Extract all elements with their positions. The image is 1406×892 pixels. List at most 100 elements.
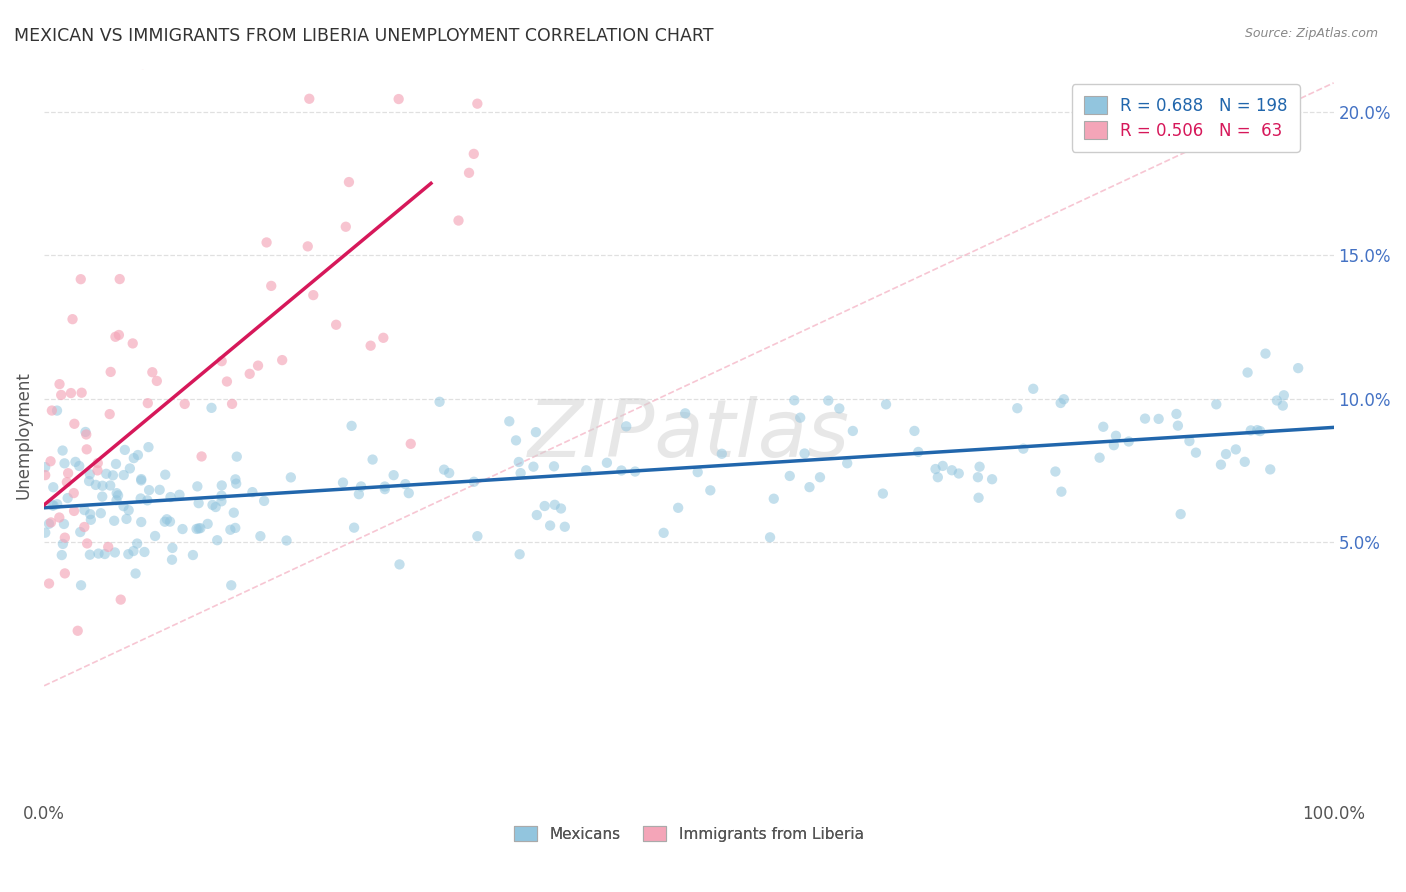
Point: [149, 483, 172, 497]
Point: [1272, 388, 1295, 402]
Point: [1178, 434, 1201, 448]
Point: [981, 472, 1004, 486]
Text: Source: ZipAtlas.com: Source: ZipAtlas.com: [1244, 27, 1378, 40]
Point: [159, 490, 181, 504]
Point: [297, 239, 319, 253]
Point: [46, 497, 69, 511]
Point: [132, 57, 155, 71]
Point: [225, 476, 247, 491]
Point: [526, 508, 548, 522]
Point: [343, 521, 366, 535]
Point: [46, 403, 69, 417]
Point: [110, 592, 132, 607]
Point: [505, 434, 527, 448]
Point: [1265, 393, 1288, 408]
Point: [172, 522, 194, 536]
Point: [388, 558, 411, 572]
Point: [190, 450, 212, 464]
Point: [509, 547, 531, 561]
Point: [224, 521, 246, 535]
Point: [783, 393, 806, 408]
Point: [361, 452, 384, 467]
Point: [875, 397, 897, 411]
Point: [100, 365, 122, 379]
Legend: Mexicans, Immigrants from Liberia: Mexicans, Immigrants from Liberia: [508, 820, 870, 848]
Point: [544, 498, 567, 512]
Point: [56, 475, 79, 490]
Point: [34, 525, 56, 540]
Text: MEXICAN VS IMMIGRANTS FROM LIBERIA UNEMPLOYMENT CORRELATION CHART: MEXICAN VS IMMIGRANTS FROM LIBERIA UNEMP…: [14, 27, 714, 45]
Point: [118, 461, 141, 475]
Point: [34, 460, 56, 475]
Point: [129, 472, 152, 486]
Point: [239, 367, 262, 381]
Point: [112, 468, 135, 483]
Point: [98, 407, 121, 421]
Point: [108, 328, 131, 343]
Point: [41, 403, 63, 417]
Point: [924, 462, 946, 476]
Point: [65, 455, 87, 469]
Point: [325, 318, 347, 332]
Point: [52, 516, 75, 531]
Point: [253, 494, 276, 508]
Point: [1053, 392, 1076, 407]
Point: [1258, 462, 1281, 476]
Point: [837, 456, 859, 470]
Point: [155, 467, 177, 482]
Point: [51, 548, 73, 562]
Point: [63, 417, 86, 431]
Point: [204, 500, 226, 514]
Point: [509, 466, 531, 480]
Point: [42, 480, 65, 494]
Point: [186, 522, 208, 536]
Point: [143, 529, 166, 543]
Point: [124, 566, 146, 581]
Point: [298, 92, 321, 106]
Point: [1249, 424, 1271, 438]
Point: [373, 331, 395, 345]
Point: [52, 537, 75, 551]
Point: [903, 424, 925, 438]
Point: [249, 529, 271, 543]
Point: [817, 393, 839, 408]
Point: [107, 488, 129, 502]
Point: [624, 465, 647, 479]
Y-axis label: Unemployment: Unemployment: [15, 371, 32, 499]
Point: [779, 469, 801, 483]
Point: [554, 520, 576, 534]
Point: [77, 474, 100, 488]
Point: [219, 523, 242, 537]
Point: [932, 458, 955, 473]
Point: [115, 512, 138, 526]
Point: [56, 491, 79, 505]
Point: [793, 446, 815, 460]
Point: [122, 544, 145, 558]
Point: [129, 474, 152, 488]
Point: [86, 463, 108, 477]
Point: [394, 477, 416, 491]
Point: [56, 466, 79, 480]
Point: [90, 506, 112, 520]
Point: [76, 536, 98, 550]
Point: [1170, 507, 1192, 521]
Point: [211, 489, 233, 503]
Point: [34, 468, 56, 483]
Point: [42, 499, 65, 513]
Point: [94, 547, 117, 561]
Point: [475, 55, 498, 70]
Point: [463, 475, 485, 489]
Point: [38, 516, 60, 531]
Point: [969, 459, 991, 474]
Point: [388, 92, 411, 106]
Point: [1012, 442, 1035, 456]
Point: [799, 480, 821, 494]
Point: [1225, 442, 1247, 457]
Point: [447, 213, 470, 227]
Point: [114, 442, 136, 457]
Point: [108, 272, 131, 286]
Point: [79, 507, 101, 521]
Point: [524, 425, 547, 440]
Point: [1049, 396, 1071, 410]
Point: [159, 515, 181, 529]
